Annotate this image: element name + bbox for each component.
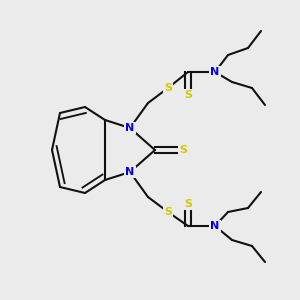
Text: S: S [164, 207, 172, 217]
Text: S: S [164, 83, 172, 93]
Text: N: N [210, 67, 220, 77]
Text: S: S [184, 90, 192, 100]
Text: N: N [125, 167, 135, 177]
Text: N: N [210, 221, 220, 231]
Text: N: N [125, 123, 135, 133]
Text: S: S [179, 145, 187, 155]
Text: S: S [184, 199, 192, 209]
